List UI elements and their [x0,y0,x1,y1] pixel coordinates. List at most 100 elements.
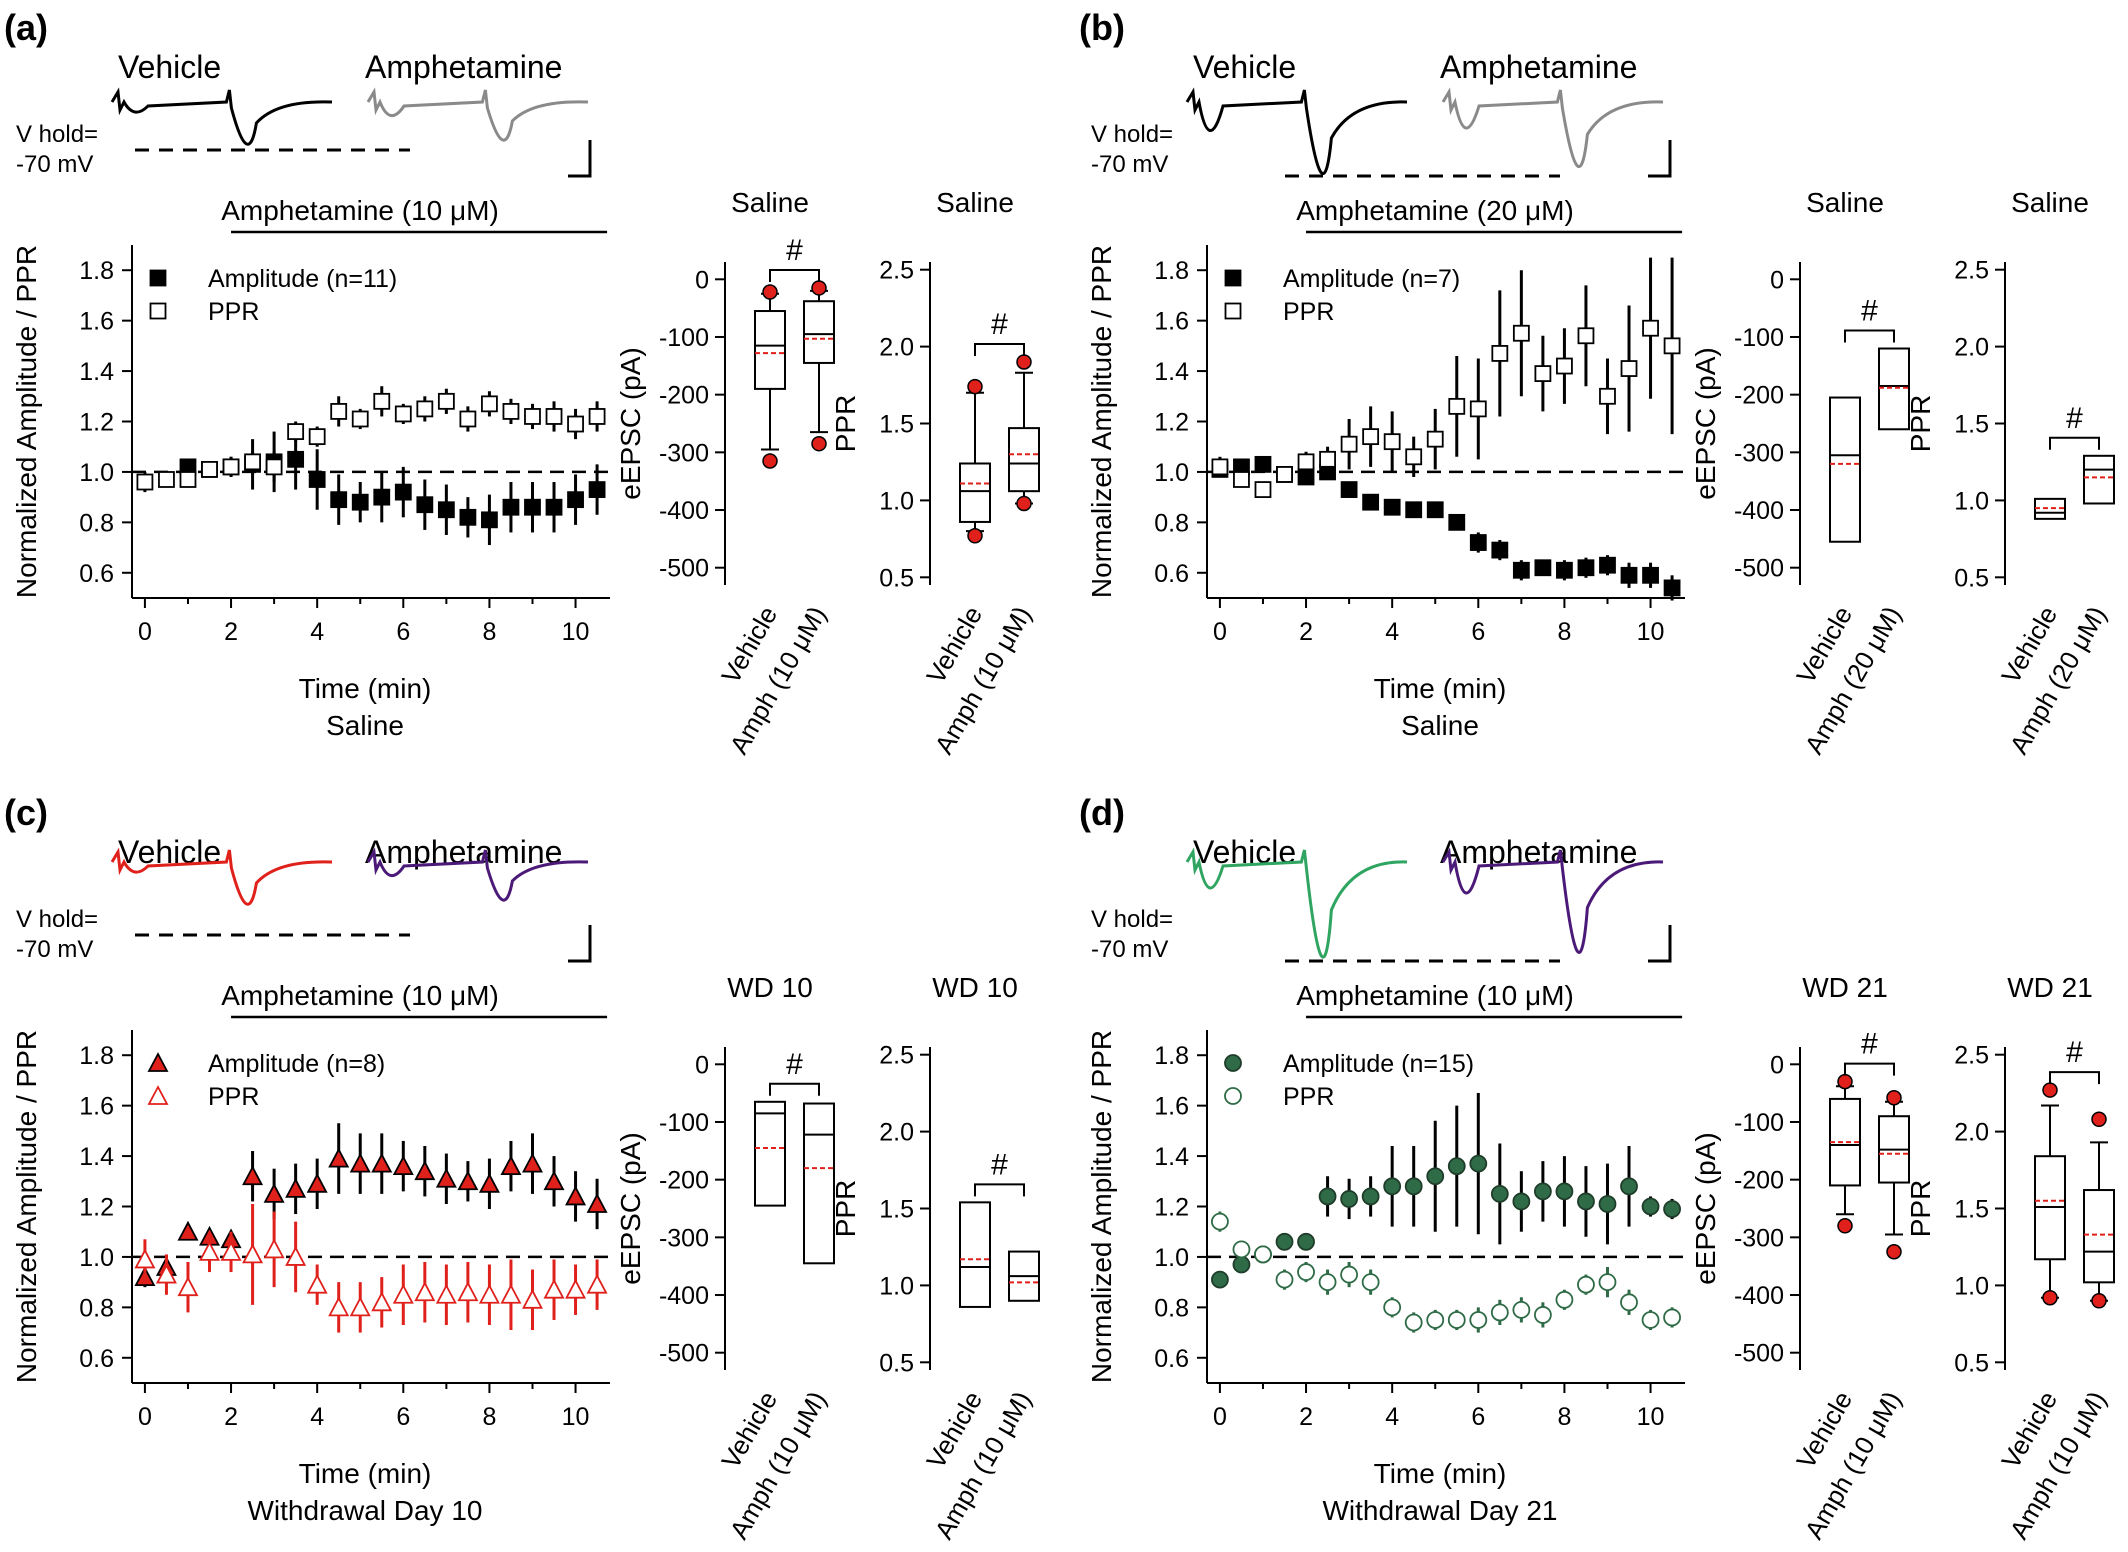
box-y-axis-label: PPR [1905,395,1936,453]
box-y-tick-label: -400 [659,1282,709,1310]
box-y-tick-label: 1.0 [1954,487,1989,515]
amplitude-point [1362,493,1380,511]
x-tick-label: 8 [482,1403,496,1431]
amplitude-point [1426,501,1444,519]
significance-bracket [974,1183,1025,1197]
legend-marker-ppr [1224,1087,1242,1105]
ppr-point [1641,1311,1660,1329]
ppr-point [1254,1245,1272,1264]
y-tick-label: 1.2 [1154,1194,1189,1222]
box-y-tick-label: 2.0 [1954,334,1989,362]
amplitude-point [285,1177,307,1198]
amplitude-point [1254,455,1272,473]
series-ppr [1211,1211,1681,1333]
ppr-point [1426,430,1444,448]
box-y-tick-label: 1.5 [879,1196,914,1224]
ppr-point [328,1296,350,1317]
trace-title-amphetamine: Amphetamine [1440,834,1637,870]
amplitude-point [306,1172,328,1193]
ppr-point [177,1276,199,1297]
ppr-point [435,1283,457,1304]
subtitle: Saline [326,710,404,741]
y-axis-label: Normalized Amplitude / PPR [11,245,42,598]
amplitude-point [308,471,326,488]
ppr-point [1642,319,1659,337]
x-tick-label: 8 [1557,618,1571,646]
y-tick-label: 1.2 [79,409,114,437]
ppr-point [265,458,283,476]
ppr-point [1362,428,1380,446]
amplitude-point [242,1165,264,1186]
amplitude-point [545,498,563,516]
x-tick-label: 4 [1385,1403,1399,1431]
amplitude-point [392,1155,414,1176]
x-tick-label: 10 [562,618,590,646]
series-amplitude [1211,1093,1681,1289]
amplitude-point [1340,481,1358,498]
box-vehicle [2034,1082,2066,1306]
subtitle: Withdrawal Day 21 [1323,1495,1558,1526]
series-amplitude [179,429,606,546]
x-tick-label: 6 [396,1403,410,1431]
box [959,462,991,523]
amplitude-point [1512,1192,1531,1211]
amplitude-point [177,1220,199,1241]
amplitude-point [565,1185,587,1206]
trace-title-amphetamine: Amphetamine [1440,49,1637,85]
subtitle: Withdrawal Day 10 [248,1495,483,1526]
panel-label: (d) [1079,792,1125,833]
panel-label: (c) [4,792,48,833]
box-y-axis-label: PPR [830,395,861,453]
box-y-tick-label: 0 [695,266,709,294]
outlier-point [2042,1289,2058,1306]
amplitude-point [1340,1190,1359,1208]
drug-label: Amphetamine (10 μM) [221,195,499,226]
amplitude-point [567,491,584,509]
y-tick-label: 1.4 [1154,1143,1189,1171]
trace-amphetamine [366,87,589,142]
amplitude-point [1211,1270,1229,1289]
ppr-point [1533,1306,1552,1324]
ppr-point [1620,1293,1638,1312]
trace-vehicle [1185,87,1408,175]
box-y-tick-label: 1.0 [879,1272,914,1300]
significance-mark: # [991,1148,1008,1181]
y-axis-label: Normalized Amplitude / PPR [1086,1030,1117,1383]
amplitude-point [330,491,348,509]
trace-amphetamine [366,847,589,902]
amplitude-point [1642,566,1659,584]
ppr-point [524,408,541,425]
box-y-axis-label: eEPSC (pA) [615,347,646,500]
amplitude-point [524,498,541,516]
amplitude-point [371,1152,393,1173]
amplitude-point [1577,1192,1595,1211]
y-tick-label: 1.0 [79,459,114,487]
outlier-point [1016,495,1032,512]
box-y-tick-label: -500 [659,1340,709,1368]
x-tick-label: 4 [1385,618,1399,646]
y-axis-label: Normalized Amplitude / PPR [1086,245,1117,598]
significance-bracket [1844,1062,1895,1076]
box-y-axis-label: PPR [1905,1180,1936,1238]
box [1878,347,1910,431]
outlier-point [1837,1073,1853,1090]
y-axis-label: Normalized Amplitude / PPR [11,1030,42,1383]
box-y-tick-label: 2.0 [1954,1119,1989,1147]
drug-label: Amphetamine (20 μM) [1296,195,1574,226]
amplitude-point [1405,501,1423,519]
legend-marker-ppr [149,302,167,320]
legend-label-amplitude: Amplitude (n=11) [208,265,397,293]
ppr-point [136,473,154,491]
box-y-tick-label: 2.0 [879,334,914,362]
vhold-label-line1: V hold= [1091,906,1173,933]
y-tick-label: 1.0 [1154,1244,1189,1272]
ppr-point [1276,466,1293,483]
box-y-axis-label: eEPSC (pA) [615,1132,646,1285]
significance-mark: # [991,308,1008,341]
ppr-point [1663,1308,1681,1327]
outlier-point [2091,1111,2107,1128]
box-title: WD 21 [1802,972,1888,1003]
box-vehicle [2034,497,2066,520]
series-amplitude [134,1123,608,1288]
